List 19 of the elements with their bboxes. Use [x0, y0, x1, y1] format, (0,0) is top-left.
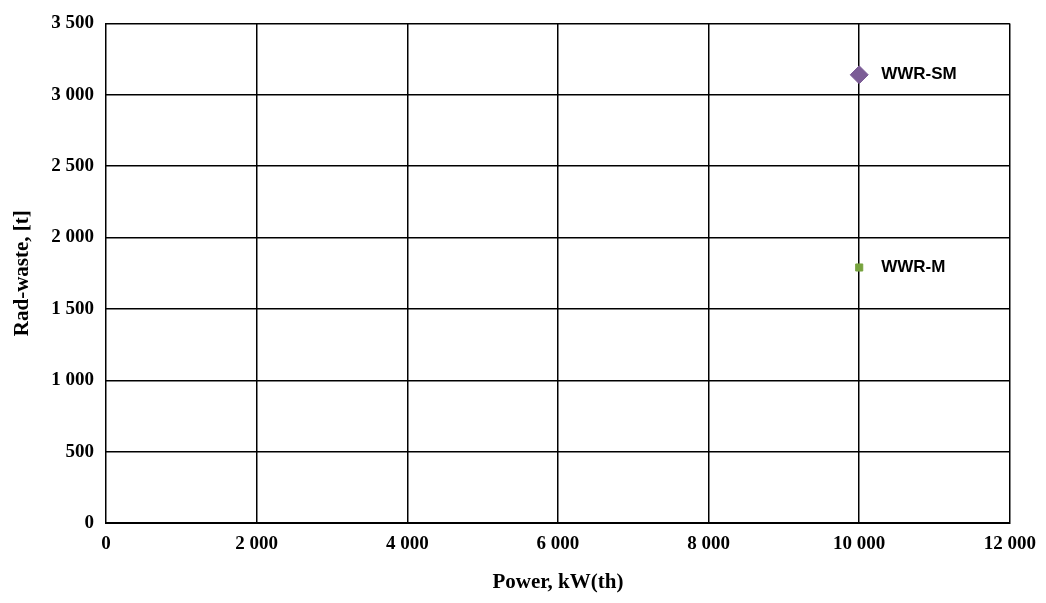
y-tick-label: 3 500: [51, 11, 94, 33]
y-axis-title: Rad-waste, [t]: [9, 210, 34, 337]
y-tick-label: 1 500: [51, 296, 94, 318]
x-axis-title: Power, kW(th): [492, 568, 624, 593]
series-label: WWR-M: [881, 257, 946, 277]
x-tick-label: 6 000: [536, 532, 580, 554]
x-tick-label: 8 000: [687, 532, 730, 554]
y-tick-label: 500: [65, 439, 94, 461]
y-tick-label: 2 500: [51, 154, 94, 176]
x-tick-label: 10 000: [833, 532, 886, 554]
y-tick-label: 1 000: [51, 368, 94, 390]
x-tick-label: 4 000: [385, 532, 429, 554]
y-tick-label: 2 000: [51, 225, 94, 247]
x-tick-label: 12 000: [983, 532, 1036, 554]
series-label: WWR-SM: [881, 64, 957, 84]
x-tick-label: 0: [101, 532, 111, 554]
y-tick-label: 3 000: [51, 82, 94, 104]
y-tick-label: 0: [84, 510, 94, 532]
x-tick-label: 2 000: [235, 532, 278, 554]
